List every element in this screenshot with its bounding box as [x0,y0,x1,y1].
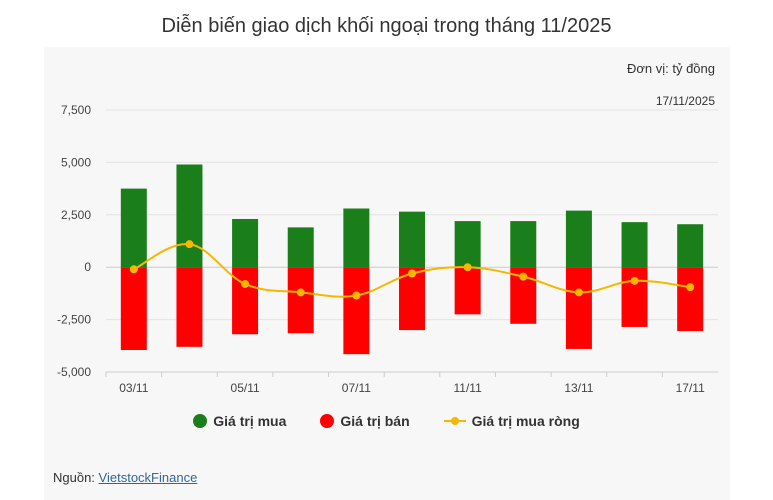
source-link[interactable]: VietstockFinance [98,470,198,485]
y-tick-label: -5,000 [57,365,91,379]
legend-label-sell: Giá trị bán [340,413,410,429]
x-tick-label: 07/11 [342,381,371,395]
net-point [630,276,639,285]
source-prefix: Nguồn: [53,470,99,485]
y-tick-label: 7,500 [61,103,91,117]
legend-item-sell[interactable]: Giá trị bán [320,413,410,429]
net-point [352,291,361,300]
bars [120,164,704,355]
sell-bar [343,267,370,355]
x-tick-label: 11/11 [454,381,483,395]
buy-bar [454,221,481,268]
buy-bar [510,221,537,268]
x-tick-label: 13/11 [564,381,593,395]
net-legend-marker [443,414,466,428]
x-tick-label: 05/11 [231,381,260,395]
buy-bar [287,227,314,268]
buy-bar [677,224,704,268]
y-axis: 7,500 5,000 2,500 0 -2,500 -5,000 [57,103,91,379]
buy-bar [232,218,259,268]
buy-bar [343,208,370,268]
unit-label: Đơn vị: tỷ đồng [626,61,715,76]
buy-bar [621,222,648,268]
sell-bar [399,267,425,331]
legend: Giá trị mua Giá trị bán Giá trị mua ròng [0,413,773,429]
net-point [574,288,583,297]
sell-bar [287,267,314,334]
buy-bar [399,211,425,268]
net-point [463,263,472,272]
y-tick-label: 0 [84,260,91,274]
legend-label-net: Giá trị mua ròng [471,413,580,429]
net-point [686,283,695,292]
sell-bar [621,267,648,327]
y-tick-label: -2,500 [57,313,91,327]
buy-bar [565,210,592,268]
buy-bar [176,164,203,268]
sell-bar [565,267,592,349]
x-tick-label: 03/11 [119,381,148,395]
x-axis: 03/11 05/11 07/11 11/11 13/11 17/11 [105,371,718,395]
x-tick-label: 17/11 [676,381,705,395]
sell-bar [454,267,481,315]
sell-bar [176,267,203,347]
sell-legend-marker [320,414,335,428]
date-label: 17/11/2025 [655,94,715,108]
net-point [185,240,194,249]
chart-panel [44,47,730,500]
legend-item-buy[interactable]: Giá trị mua [193,413,286,429]
sell-bar [120,267,147,350]
net-point [408,269,416,278]
y-tick-label: 5,000 [61,155,91,169]
buy-bar [120,188,147,268]
sell-bar [677,267,704,332]
source-note: Nguồn: VietstockFinance [53,470,197,485]
net-point [241,279,250,288]
y-tick-label: 2,500 [61,208,91,222]
net-line [129,240,695,300]
net-point [519,272,528,281]
chart-title: Diễn biến giao dịch khối ngoại trong thá… [161,15,612,37]
legend-label-buy: Giá trị mua [213,413,287,429]
buy-legend-marker [193,414,208,428]
net-point [129,265,138,274]
legend-item-net[interactable]: Giá trị mua ròng [443,413,580,429]
net-point [296,288,305,297]
